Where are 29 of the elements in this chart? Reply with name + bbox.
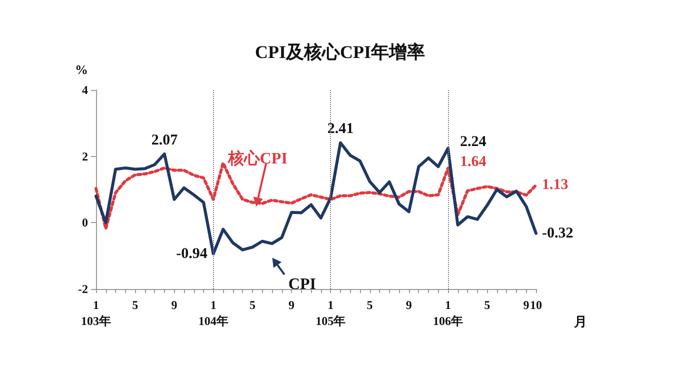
x-tick-label: 1 105年 bbox=[316, 298, 346, 328]
legend-label: CPI bbox=[288, 276, 316, 293]
data-label: -0.94 bbox=[176, 246, 208, 262]
x-tick-label: 5 bbox=[484, 298, 490, 312]
x-tick-label: 1 106年 bbox=[433, 298, 463, 328]
x-tick-label: 10 bbox=[530, 298, 542, 312]
x-tick-label: 1 104年 bbox=[198, 298, 228, 328]
x-tick-label: 1 103年 bbox=[81, 298, 111, 328]
data-label: 2.41 bbox=[327, 121, 354, 138]
x-tick-label: 9 bbox=[288, 298, 295, 312]
x-tick-label: 9 bbox=[406, 298, 412, 312]
x-tick-label: 9 bbox=[171, 298, 178, 312]
x-tick-label: 9 bbox=[523, 298, 530, 312]
y-tick-label: -2 bbox=[78, 282, 88, 296]
y-axis-title: % bbox=[75, 62, 88, 77]
data-label: 1.64 bbox=[460, 154, 487, 170]
y-tick-label: 2 bbox=[82, 149, 88, 164]
series-label: 核心CPI bbox=[226, 148, 288, 168]
data-label: 2.24 bbox=[460, 134, 487, 150]
x-axis-title: 月 bbox=[573, 314, 587, 329]
y-tick-label: 4 bbox=[82, 83, 88, 97]
chart-title: CPI及核心CPI年增率 bbox=[255, 42, 425, 62]
y-tick-label: 0 bbox=[82, 216, 88, 230]
data-label: 2.07 bbox=[151, 132, 178, 149]
data-label: 1.13 bbox=[542, 177, 568, 194]
data-label: -0.32 bbox=[542, 225, 574, 242]
x-tick-label: 5 bbox=[249, 298, 256, 312]
x-tick-label: 5 bbox=[132, 298, 138, 312]
x-tick-label: 5 bbox=[366, 298, 373, 312]
